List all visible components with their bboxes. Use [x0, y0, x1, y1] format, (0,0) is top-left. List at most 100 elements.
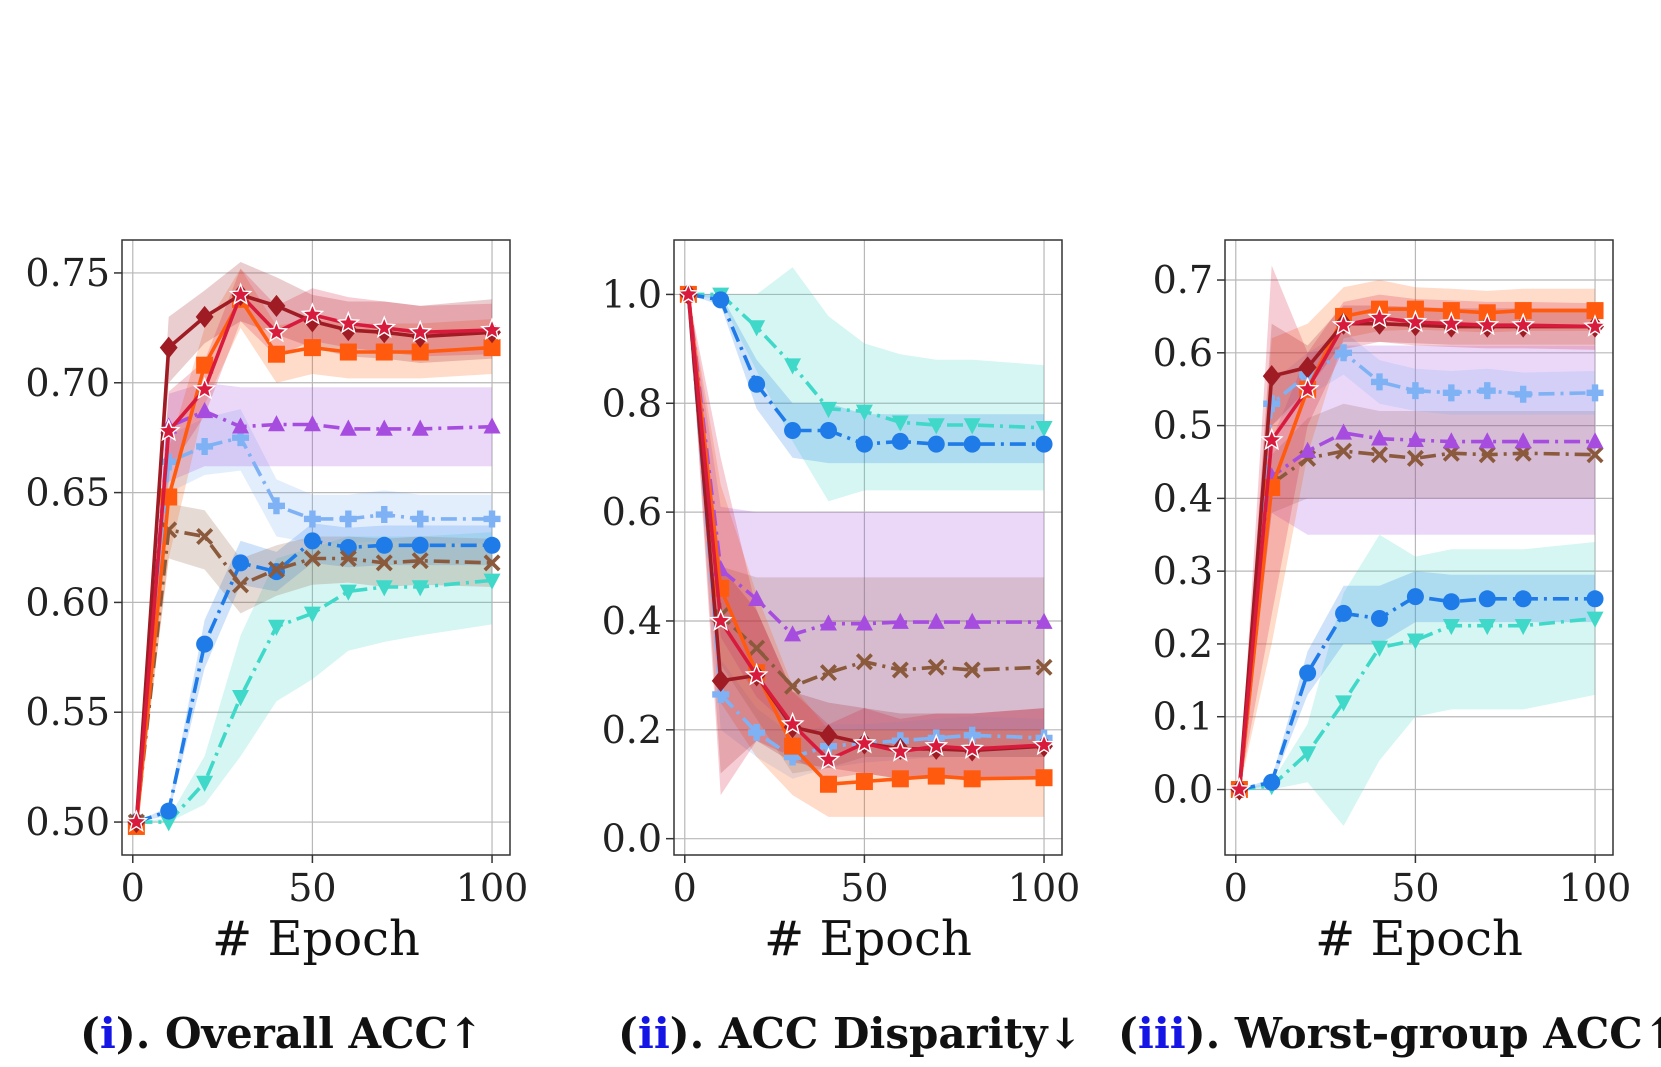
point-ours_red	[1331, 312, 1356, 336]
band-teal	[136, 532, 492, 823]
point-blue	[1442, 593, 1460, 611]
point-teal	[784, 358, 802, 375]
point-dark_red	[711, 669, 730, 692]
point-teal	[1335, 695, 1353, 712]
caption-open: (	[1118, 1009, 1138, 1058]
point-ours_red	[1511, 312, 1536, 336]
line-brown	[134, 528, 493, 823]
point-light_blue	[963, 726, 981, 744]
point-purple	[1370, 429, 1388, 446]
point-brown	[483, 554, 501, 572]
point-teal	[819, 401, 837, 419]
point-dark_red	[819, 724, 838, 747]
point-light_blue	[784, 748, 802, 766]
line-teal	[1239, 616, 1596, 792]
line-purple	[134, 409, 493, 823]
caption-open: (	[80, 1009, 100, 1058]
line-dark_red	[134, 293, 493, 823]
point-light_blue	[712, 685, 730, 703]
point-teal	[748, 320, 766, 337]
band-dark_red	[688, 294, 1044, 779]
band-ours_red	[1239, 265, 1595, 790]
markers-light_blue	[127, 429, 501, 831]
point-teal	[1442, 618, 1460, 636]
point-brown	[1035, 658, 1053, 676]
point-brown	[375, 554, 393, 572]
chart-panel-1: 0 50 100 0.50 0.55 0.60 0.65 0.70 0.75 # Epoch	[25, 239, 528, 967]
line-light_blue	[1237, 350, 1596, 790]
y-tick-label: 0.55	[25, 690, 110, 734]
point-light_blue	[483, 510, 501, 528]
point-ours_red	[300, 302, 325, 325]
x-tick-label: 0	[673, 866, 697, 910]
band-teal	[1239, 534, 1595, 826]
band-ours_red	[136, 268, 492, 823]
point-blue	[196, 635, 214, 653]
point-purple	[1586, 432, 1604, 449]
band-orange	[688, 294, 1044, 817]
point-light_blue	[1478, 382, 1496, 400]
point-dark_red	[159, 336, 178, 359]
chart-panel-2: 0 50 100 0.0 0.2 0.4 0.6 0.8 1.0 # Epoch	[602, 239, 1080, 967]
point-blue	[1586, 590, 1604, 608]
markers-ours_red	[124, 282, 504, 833]
point-light_blue	[1514, 385, 1532, 403]
line-brown	[1237, 449, 1596, 790]
point-ours_red	[1259, 427, 1284, 451]
point-purple	[267, 415, 285, 432]
caption-number: iii	[1138, 1009, 1186, 1058]
point-blue	[1514, 590, 1532, 608]
point-blue	[1370, 609, 1388, 627]
point-ours_red	[408, 319, 433, 343]
point-purple	[1442, 432, 1460, 449]
point-brown	[303, 549, 321, 567]
point-orange	[267, 345, 285, 363]
y-tick-label: 0.6	[602, 490, 662, 534]
line-blue	[135, 539, 492, 824]
point-orange	[1442, 302, 1460, 320]
band-brown	[688, 294, 1044, 774]
point-ours_red	[1475, 312, 1500, 336]
point-orange	[1406, 300, 1424, 318]
x-axis-label: # Epoch	[1315, 911, 1523, 967]
markers-blue	[1230, 588, 1604, 798]
point-light_blue	[1586, 384, 1604, 402]
point-ours_red	[264, 319, 289, 343]
point-ours_red	[1403, 309, 1428, 333]
point-purple	[483, 417, 501, 434]
band-brown	[136, 503, 492, 823]
point-brown	[1514, 444, 1532, 462]
point-light_blue	[1442, 384, 1460, 402]
band-light_blue	[688, 294, 1044, 779]
point-brown	[784, 677, 802, 695]
point-teal	[483, 573, 501, 590]
svg-text:(i). Overall ACC↑: (i). Overall ACC↑	[80, 1009, 483, 1058]
point-brown	[1586, 446, 1604, 464]
plot-area	[674, 240, 1062, 855]
point-blue	[375, 536, 393, 554]
caption-number: ii	[638, 1009, 670, 1058]
y-tick-label: 0.0	[602, 817, 662, 861]
point-ours_red	[960, 736, 985, 760]
point-brown	[267, 560, 285, 578]
point-purple	[1514, 432, 1532, 449]
point-light_blue	[303, 510, 321, 528]
point-orange	[303, 339, 321, 357]
point-teal	[411, 580, 429, 597]
point-ours_red	[336, 310, 361, 334]
line-orange	[1237, 307, 1595, 790]
point-ours_red	[1583, 314, 1607, 337]
caption-text: ). Worst-group ACC↑	[1186, 1009, 1661, 1058]
markers-orange	[679, 285, 1053, 793]
axes-frame	[121, 239, 511, 856]
point-brown	[1406, 449, 1424, 467]
point-teal	[1586, 611, 1604, 628]
point-light_blue	[375, 506, 393, 524]
point-light_blue	[1406, 382, 1424, 400]
point-brown	[855, 653, 873, 671]
caption-2: (ii). ACC Disparity↓	[618, 1009, 1083, 1058]
point-ours_red	[708, 608, 733, 632]
x-tick-label: 0	[1224, 866, 1248, 910]
point-light_blue	[232, 429, 250, 447]
